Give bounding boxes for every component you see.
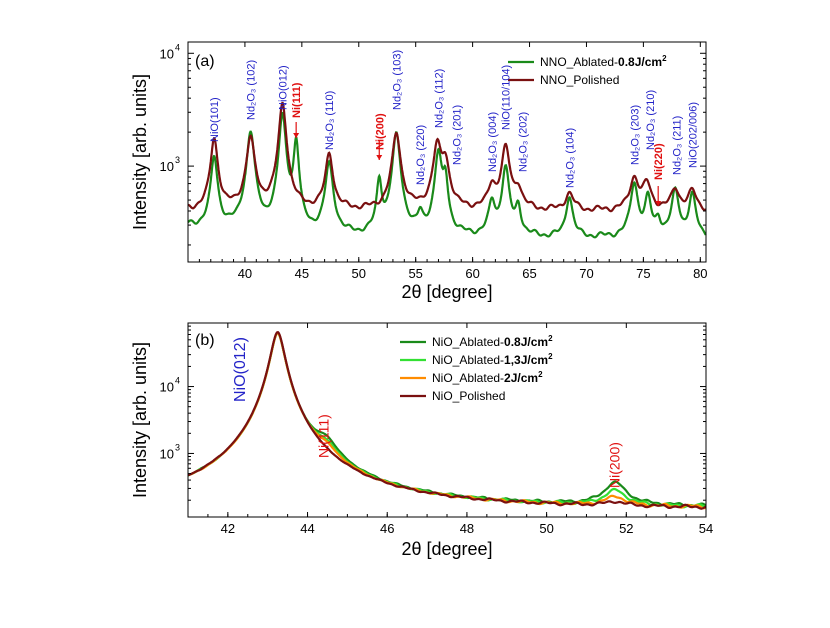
y-axis-title: Intensity [arb. units] — [130, 74, 150, 230]
red-arrowhead — [376, 155, 383, 160]
peak-annotation: Nd₂O₃ (202) — [518, 112, 530, 172]
legend-entry: NiO_Ablated-2J/cm2 — [432, 370, 543, 385]
y-tick-label: 10 — [160, 446, 174, 461]
legend-entry: NiO_Ablated-0.8J/cm2 — [432, 334, 553, 349]
y-tick-exponent: 4 — [175, 376, 180, 386]
peak-annotation: Nd₂O₃ (203) — [629, 105, 641, 165]
peak-annotation: Nd₂O₃ (102) — [246, 60, 258, 120]
peak-annotation: Nd₂O₃ (103) — [391, 50, 403, 110]
peak-annotation: Nd₂O₃ (112) — [433, 69, 445, 128]
x-axis-title: 2θ [degree] — [401, 282, 492, 302]
y-tick-label: 10 — [160, 46, 174, 61]
panel-label: (b) — [195, 332, 215, 349]
peak-annotation: Nd₂O₃ (104) — [564, 128, 576, 188]
red-arrowhead — [655, 201, 662, 206]
peak-annotation: Ni(111) — [291, 82, 303, 118]
peak-annotation: Ni(200) — [606, 442, 622, 488]
peak-annotation: Nd₂O₃ (220) — [415, 125, 427, 185]
peak-annotation: NiO(101) — [209, 97, 221, 142]
x-tick-label: 48 — [460, 521, 474, 536]
peak-annotation: Nd₂O₃ (211) — [671, 116, 683, 175]
series-line-1 — [187, 101, 707, 213]
y-tick-label: 10 — [160, 380, 174, 395]
peak-annotation: Nd₂O₃ (004) — [487, 112, 499, 172]
x-tick-label: 45 — [295, 266, 309, 281]
legend-entry: NiO_Polished — [432, 389, 505, 403]
peak-annotation: NiO(110/104) — [501, 65, 513, 130]
legend-entry: NNO_Polished — [540, 73, 619, 87]
x-tick-label: 50 — [352, 266, 366, 281]
series-line-0 — [187, 111, 707, 239]
x-tick-label: 44 — [300, 521, 314, 536]
x-tick-label: 60 — [465, 266, 479, 281]
y-tick-exponent: 3 — [175, 442, 180, 452]
x-tick-label: 75 — [636, 266, 650, 281]
series-line-3 — [187, 331, 707, 510]
x-tick-label: 54 — [699, 521, 713, 536]
plot-frame — [187, 41, 707, 263]
legend-entry: NNO_Ablated-0.8J/cm2 — [540, 54, 667, 69]
x-tick-label: 50 — [539, 521, 553, 536]
x-tick-label: 40 — [238, 266, 252, 281]
y-tick-exponent: 4 — [175, 42, 180, 52]
x-tick-label: 52 — [619, 521, 633, 536]
peak-annotation: Nd₂O₃ (201) — [452, 105, 464, 165]
peak-annotation: Ni(200) — [374, 113, 386, 150]
x-tick-label: 80 — [693, 266, 707, 281]
y-axis-title: Intensity [arb. units] — [130, 342, 150, 498]
legend-entry: NiO_Ablated-1,3J/cm2 — [432, 352, 553, 367]
x-tick-label: 42 — [221, 521, 235, 536]
x-axis-title: 2θ [degree] — [401, 539, 492, 559]
peak-annotation: Ni(220) — [653, 143, 665, 180]
peak-annotation: NiO(012) — [232, 337, 249, 402]
peak-annotation: NiO(012) — [277, 65, 289, 110]
red-arrowhead — [293, 133, 300, 138]
peak-annotation: Nd₂O₃ (110) — [324, 91, 336, 150]
x-tick-label: 46 — [380, 521, 394, 536]
y-tick-label: 10 — [160, 159, 174, 174]
peak-annotation: Ni(111) — [315, 414, 331, 458]
x-tick-label: 70 — [579, 266, 593, 281]
x-tick-label: 65 — [522, 266, 536, 281]
panel-label: (a) — [195, 53, 215, 70]
peak-annotation: NiO(202/006) — [687, 102, 699, 168]
x-tick-label: 55 — [408, 266, 422, 281]
y-tick-exponent: 3 — [175, 155, 180, 165]
peak-annotation: Nd₂O₃ (210) — [645, 90, 657, 150]
